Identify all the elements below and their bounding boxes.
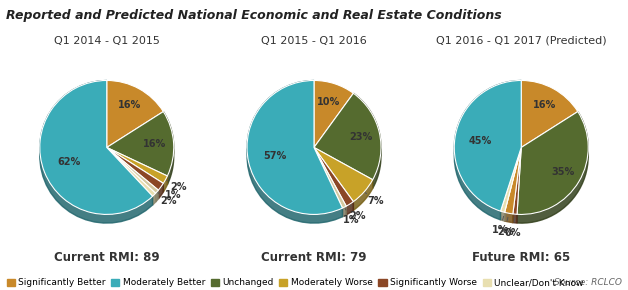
Text: 57%: 57% xyxy=(263,151,286,161)
Wedge shape xyxy=(107,80,163,147)
Wedge shape xyxy=(314,147,346,208)
Text: 7%: 7% xyxy=(365,193,384,206)
Text: 2%: 2% xyxy=(166,180,187,192)
Text: 16%: 16% xyxy=(533,100,556,110)
Text: 0%: 0% xyxy=(505,218,521,238)
Text: Current RMI: 79: Current RMI: 79 xyxy=(261,251,367,264)
Text: 2%: 2% xyxy=(158,193,176,206)
Polygon shape xyxy=(504,212,513,223)
Text: 2%: 2% xyxy=(497,217,514,237)
Text: 1%: 1% xyxy=(162,188,181,200)
Text: Q1 2016 - Q1 2017 (Predicted): Q1 2016 - Q1 2017 (Predicted) xyxy=(436,36,607,46)
Polygon shape xyxy=(513,214,517,223)
Wedge shape xyxy=(314,147,354,206)
Wedge shape xyxy=(521,80,578,147)
Wedge shape xyxy=(504,147,521,214)
Polygon shape xyxy=(40,80,153,223)
Polygon shape xyxy=(163,112,174,185)
Polygon shape xyxy=(346,202,354,215)
Polygon shape xyxy=(153,193,156,205)
Wedge shape xyxy=(454,80,521,211)
Text: Source: RCLCO: Source: RCLCO xyxy=(554,278,622,287)
Text: 1%: 1% xyxy=(492,216,508,235)
Text: Future RMI: 65: Future RMI: 65 xyxy=(472,251,570,264)
Text: 10%: 10% xyxy=(317,97,340,107)
Wedge shape xyxy=(314,93,381,180)
Wedge shape xyxy=(247,80,342,214)
Wedge shape xyxy=(501,147,521,212)
Polygon shape xyxy=(454,80,521,220)
Text: 1%: 1% xyxy=(343,208,359,225)
Wedge shape xyxy=(513,147,521,214)
Polygon shape xyxy=(247,80,342,223)
Text: 23%: 23% xyxy=(349,132,372,142)
Legend: Significantly Better, Moderately Better, Unchanged, Moderately Worse, Significan: Significantly Better, Moderately Better,… xyxy=(6,278,585,288)
Text: 45%: 45% xyxy=(468,136,492,146)
Polygon shape xyxy=(163,176,168,192)
Wedge shape xyxy=(107,147,156,196)
Wedge shape xyxy=(107,147,158,193)
Polygon shape xyxy=(354,180,372,210)
Text: 62%: 62% xyxy=(58,157,81,167)
Text: Q1 2014 - Q1 2015: Q1 2014 - Q1 2015 xyxy=(54,36,160,46)
Wedge shape xyxy=(107,147,168,183)
Wedge shape xyxy=(314,147,372,202)
Wedge shape xyxy=(107,112,174,176)
Text: Reported and Predicted National Economic and Real Estate Conditions: Reported and Predicted National Economic… xyxy=(6,9,502,22)
Text: 16%: 16% xyxy=(118,100,142,110)
Polygon shape xyxy=(501,211,504,221)
Wedge shape xyxy=(40,80,153,214)
Polygon shape xyxy=(342,206,346,217)
Polygon shape xyxy=(156,190,158,202)
Text: 2%: 2% xyxy=(350,205,366,222)
Text: Q1 2015 - Q1 2016: Q1 2015 - Q1 2016 xyxy=(261,36,367,46)
Wedge shape xyxy=(517,112,588,214)
Text: 16%: 16% xyxy=(143,139,166,149)
Text: Current RMI: 89: Current RMI: 89 xyxy=(54,251,160,264)
Wedge shape xyxy=(314,80,354,147)
Polygon shape xyxy=(158,183,163,199)
Wedge shape xyxy=(504,147,521,212)
Polygon shape xyxy=(354,93,381,188)
Polygon shape xyxy=(517,112,588,223)
Wedge shape xyxy=(107,147,163,190)
Text: 35%: 35% xyxy=(551,167,575,177)
